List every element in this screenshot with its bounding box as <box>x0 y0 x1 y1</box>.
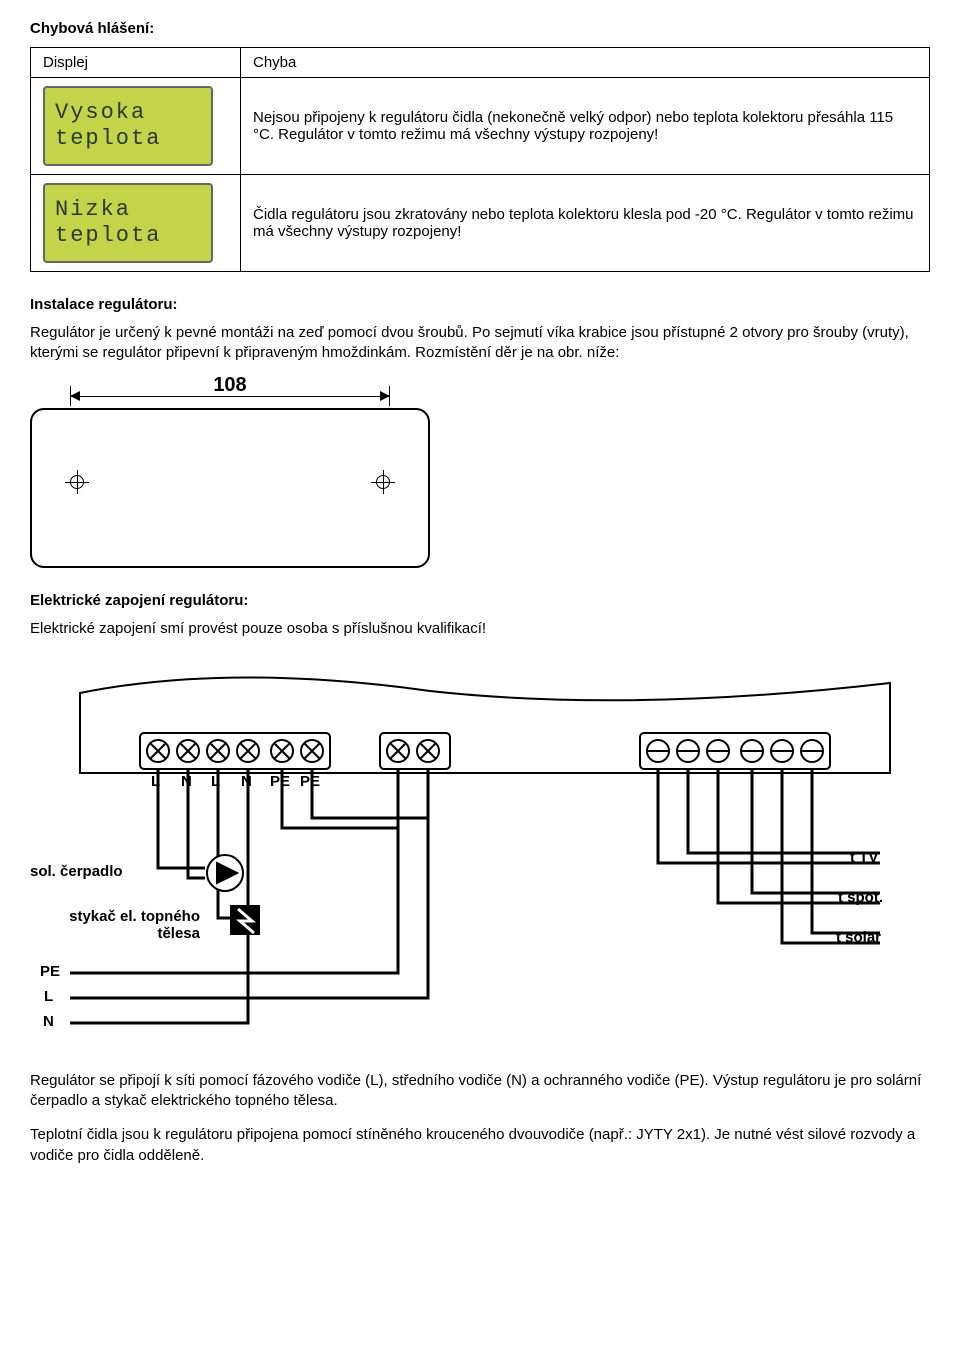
terminal-label: L <box>211 773 220 790</box>
mount-diagram: 108 <box>30 378 430 568</box>
error-table: Displej Chyba Vysoka teplota Nejsou přip… <box>30 47 930 272</box>
lcd-line: Nizka <box>55 197 211 223</box>
label-tspot: t spot. <box>838 889 883 906</box>
lcd-display: Vysoka teplota <box>43 86 213 166</box>
table-header-chyba: Chyba <box>241 48 930 78</box>
electric-title: Elektrické zapojení regulátoru: <box>30 592 930 609</box>
label-heater: stykač el. topného tělesa <box>30 908 200 942</box>
lcd-line: teplota <box>55 223 211 249</box>
footer-p1: Regulátor se připojí k síti pomocí fázov… <box>30 1071 930 1112</box>
wiring-diagram: L N L N PE PE sol. čerpadlo stykač el. t… <box>30 653 900 1053</box>
mount-box <box>30 408 430 568</box>
terminal-label: PE <box>270 773 290 790</box>
table-header-displej: Displej <box>31 48 241 78</box>
error-text: Nejsou připojeny k regulátoru čidla (nek… <box>241 78 930 175</box>
mount-dimension: 108 <box>70 378 390 406</box>
label-ttv: t TV <box>850 849 878 866</box>
label-pe: PE <box>40 963 60 980</box>
terminal-label: N <box>181 773 192 790</box>
label-l: L <box>44 988 53 1005</box>
install-title: Instalace regulátoru: <box>30 296 930 313</box>
lcd-line: Vysoka <box>55 100 211 126</box>
label-tsolar: t solar <box>836 929 881 946</box>
lcd-line: teplota <box>55 126 211 152</box>
mount-hole-icon <box>70 475 84 489</box>
table-row: Nizka teplota Čidla regulátoru jsou zkra… <box>31 175 930 272</box>
error-text: Čidla regulátoru jsou zkratovány nebo te… <box>241 175 930 272</box>
electric-text: Elektrické zapojení smí provést pouze os… <box>30 619 930 639</box>
footer-p2: Teplotní čidla jsou k regulátoru připoje… <box>30 1125 930 1166</box>
install-text: Regulátor je určený k pevné montáži na z… <box>30 323 930 364</box>
table-row: Vysoka teplota Nejsou připojeny k regulá… <box>31 78 930 175</box>
page-title: Chybová hlášení: <box>30 20 930 37</box>
label-n: N <box>43 1013 54 1030</box>
lcd-display: Nizka teplota <box>43 183 213 263</box>
mount-hole-icon <box>376 475 390 489</box>
terminal-label: L <box>151 773 160 790</box>
terminal-label: PE <box>300 773 320 790</box>
mount-dimension-value: 108 <box>70 374 390 397</box>
terminal-label: N <box>241 773 252 790</box>
label-pump: sol. čerpadlo <box>30 863 123 880</box>
